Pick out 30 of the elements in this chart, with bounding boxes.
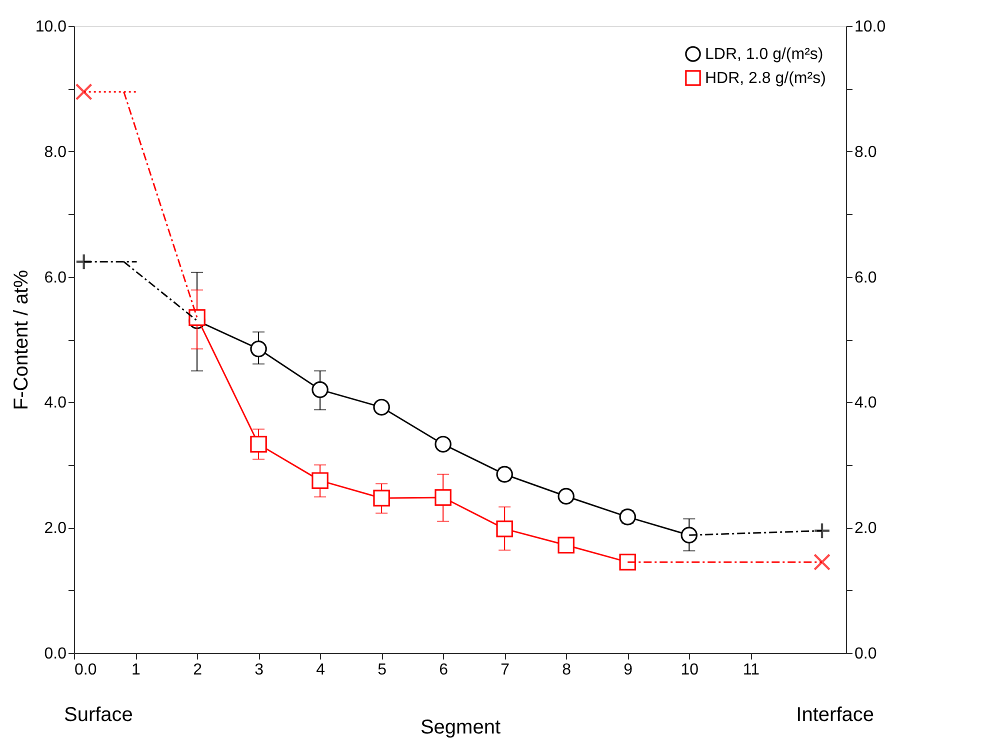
y2-tick-label: 8.0 (854, 144, 877, 161)
x-tick-label: 9 (624, 662, 633, 678)
x-tick-label: 1 (132, 662, 141, 678)
x-tick-label: 2 (193, 662, 202, 678)
legend-label: HDR, 2.8 g/(m²s) (705, 70, 826, 87)
y2-tick-label: 4.0 (854, 394, 877, 412)
y-tick-label: 2.0 (44, 520, 67, 538)
y2-tick-label: 6.0 (854, 269, 877, 286)
x-tick-label: 10 (680, 662, 699, 678)
x-tick-label: 6 (439, 662, 448, 678)
x-tick-label: 0.0 (74, 662, 97, 678)
x-tick-label: 3 (254, 662, 264, 678)
x-tick-label: 5 (378, 662, 387, 678)
y-tick-label: 0.0 (44, 646, 67, 662)
y-axis-title: F-Content / at% (10, 270, 32, 410)
y-tick-label: 4.0 (44, 394, 67, 412)
x-tick-label: 4 (316, 662, 326, 678)
legend-label: LDR, 1.0 g/(m²s) (705, 46, 824, 63)
x-tick-label: 8 (562, 662, 572, 678)
y-tick-label: 10.0 (35, 18, 67, 36)
y-tick-label: 6.0 (44, 269, 67, 286)
y2-tick-label: 0.0 (854, 646, 877, 662)
text: Surface (64, 704, 133, 726)
x-tick-label: 11 (742, 662, 760, 678)
y2-tick-label: 2.0 (854, 520, 877, 538)
x-axis-title: Segment (420, 716, 501, 738)
text: Interface (796, 704, 874, 726)
y-tick-label: 8.0 (44, 144, 67, 161)
x-tick-label: 7 (500, 662, 510, 678)
y2-tick-label: 10.0 (854, 18, 886, 36)
